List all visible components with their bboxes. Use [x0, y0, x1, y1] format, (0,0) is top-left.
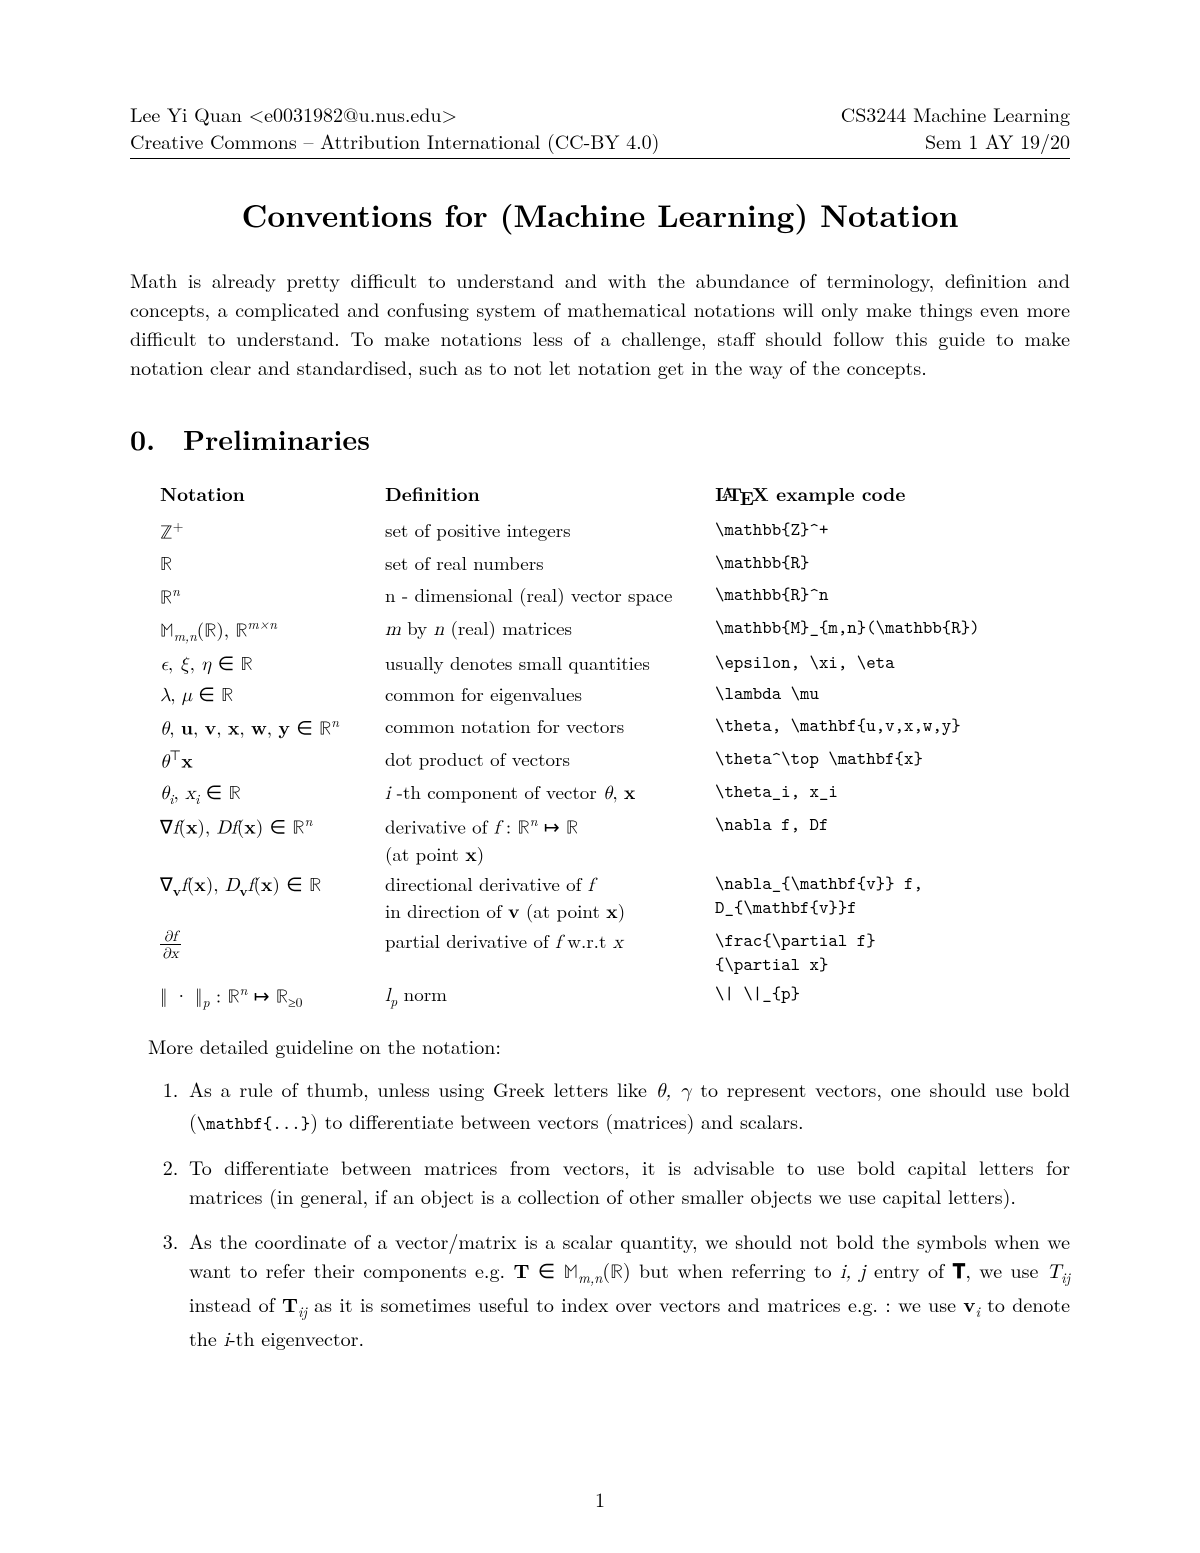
document-page: Lee Yi Quan <e0031982@u.nus.edu> Creativ… [0, 0, 1200, 1553]
notation-cell: ∇f(x), Df(x) ∈ ℝn [160, 810, 385, 869]
latex-cell: \mathbb{R}^n [715, 580, 1070, 613]
table-row: ∂f∂x partial derivative of f w.r.t x \fr… [160, 926, 1070, 979]
header-left: Lee Yi Quan <e0031982@u.nus.edu> Creativ… [130, 100, 659, 154]
table-row: ‖ · ‖p : ℝn ↦ ℝ≥0 lp norm \| \|_{p} [160, 979, 1070, 1014]
guideline-item: To differentiate between matrices from v… [185, 1152, 1070, 1210]
header-rule [130, 158, 1070, 159]
course-line: CS3244 Machine Learning [841, 100, 1070, 127]
latex-cell: \theta^\top \mathbf{x} [715, 744, 1070, 777]
table-row: θ, u, v, x, w, y ∈ ℝn common notation fo… [160, 711, 1070, 744]
notation-cell: ℝn [160, 580, 385, 613]
col-header-latex: LATEX example code [715, 477, 1070, 515]
table-row: λ, μ ∈ ℝ common for eigenvalues \lambda … [160, 679, 1070, 711]
latex-cell: \epsilon, \xi, \eta [715, 648, 1070, 680]
latex-cell: \lambda \mu [715, 679, 1070, 711]
table-row: ℝn n - dimensional (real) vector space \… [160, 580, 1070, 613]
col-header-definition: Definition [385, 477, 715, 515]
latex-cell: \theta_i, x_i [715, 777, 1070, 810]
header-block: Lee Yi Quan <e0031982@u.nus.edu> Creativ… [130, 100, 1070, 154]
definition-cell: i -th component of vector θ, x [385, 777, 715, 810]
notation-cell: ℤ+ [160, 515, 385, 548]
notation-cell: ℝ [160, 548, 385, 580]
notation-cell: ∇vf(x), Dvf(x) ∈ ℝ [160, 869, 385, 926]
table-row: 𝕄m,n(ℝ), ℝm×n m by n (real) matrices \ma… [160, 613, 1070, 648]
more-detail-text: More detailed guideline on the notation: [148, 1031, 1070, 1060]
notation-cell: θ, u, v, x, w, y ∈ ℝn [160, 711, 385, 744]
latex-cell: \theta, \mathbf{u,v,x,w,y} [715, 711, 1070, 744]
latex-cell: \mathbb{R} [715, 548, 1070, 580]
table-row: ∇f(x), Df(x) ∈ ℝn derivative of f : ℝn ↦… [160, 810, 1070, 869]
latex-cell: \mathbb{Z}^+ [715, 515, 1070, 548]
definition-cell: partial derivative of f w.r.t x [385, 926, 715, 979]
table-row: θ⊤x dot product of vectors \theta^\top \… [160, 744, 1070, 777]
definition-cell: m by n (real) matrices [385, 613, 715, 648]
page-title: Conventions for (Machine Learning) Notat… [130, 193, 1070, 237]
definition-cell: set of real numbers [385, 548, 715, 580]
notation-cell: ϵ, ξ, η ∈ ℝ [160, 648, 385, 680]
definition-cell: dot product of vectors [385, 744, 715, 777]
notation-cell: λ, μ ∈ ℝ [160, 679, 385, 711]
definition-cell: common notation for vectors [385, 711, 715, 744]
latex-cell: \| \|_{p} [715, 979, 1070, 1014]
semester-line: Sem 1 AY 19/20 [841, 127, 1070, 154]
col-header-notation: Notation [160, 477, 385, 515]
notation-table: Notation Definition LATEX example code ℤ… [160, 477, 1070, 1013]
table-row: ℝ set of real numbers \mathbb{R} [160, 548, 1070, 580]
table-row: θi, xi ∈ ℝ i -th component of vector θ, … [160, 777, 1070, 810]
table-header-row: Notation Definition LATEX example code [160, 477, 1070, 515]
guideline-item: As the coordinate of a vector/matrix is … [185, 1226, 1070, 1355]
definition-cell: directional derivative of fin direction … [385, 869, 715, 926]
notation-cell: ∂f∂x [160, 926, 385, 979]
table-row: ϵ, ξ, η ∈ ℝ usually denotes small quanti… [160, 648, 1070, 680]
guideline-list: As a rule of thumb, unless using Greek l… [130, 1074, 1070, 1355]
latex-cell: \nabla_{\mathbf{v}} f,D_{\mathbf{v}}f [715, 869, 1070, 926]
notation-cell: θ⊤x [160, 744, 385, 777]
header-right: CS3244 Machine Learning Sem 1 AY 19/20 [841, 100, 1070, 154]
latex-logo: LATEX [715, 479, 769, 507]
latex-cell: \mathbb{M}_{m,n}(\mathbb{R}) [715, 613, 1070, 648]
license-line: Creative Commons – Attribution Internati… [130, 127, 659, 154]
table-row: ∇vf(x), Dvf(x) ∈ ℝ directional derivativ… [160, 869, 1070, 926]
definition-cell: usually denotes small quantities [385, 648, 715, 680]
page-number: 1 [0, 1484, 1200, 1513]
table-row: ℤ+ set of positive integers \mathbb{Z}^+ [160, 515, 1070, 548]
definition-cell: derivative of f : ℝn ↦ ℝ(at point x) [385, 810, 715, 869]
guideline-item: As a rule of thumb, unless using Greek l… [185, 1074, 1070, 1136]
section-heading-preliminaries: 0. Preliminaries [130, 419, 1070, 459]
definition-cell: n - dimensional (real) vector space [385, 580, 715, 613]
author-line: Lee Yi Quan <e0031982@u.nus.edu> [130, 100, 659, 127]
definition-cell: lp norm [385, 979, 715, 1014]
latex-cell: \frac{\partial f}{\partial x} [715, 926, 1070, 979]
notation-cell: ‖ · ‖p : ℝn ↦ ℝ≥0 [160, 979, 385, 1014]
definition-cell: set of positive integers [385, 515, 715, 548]
notation-cell: θi, xi ∈ ℝ [160, 777, 385, 810]
latex-cell: \nabla f, Df [715, 810, 1070, 869]
intro-paragraph: Math is already pretty difficult to unde… [130, 265, 1070, 381]
definition-cell: common for eigenvalues [385, 679, 715, 711]
notation-cell: 𝕄m,n(ℝ), ℝm×n [160, 613, 385, 648]
